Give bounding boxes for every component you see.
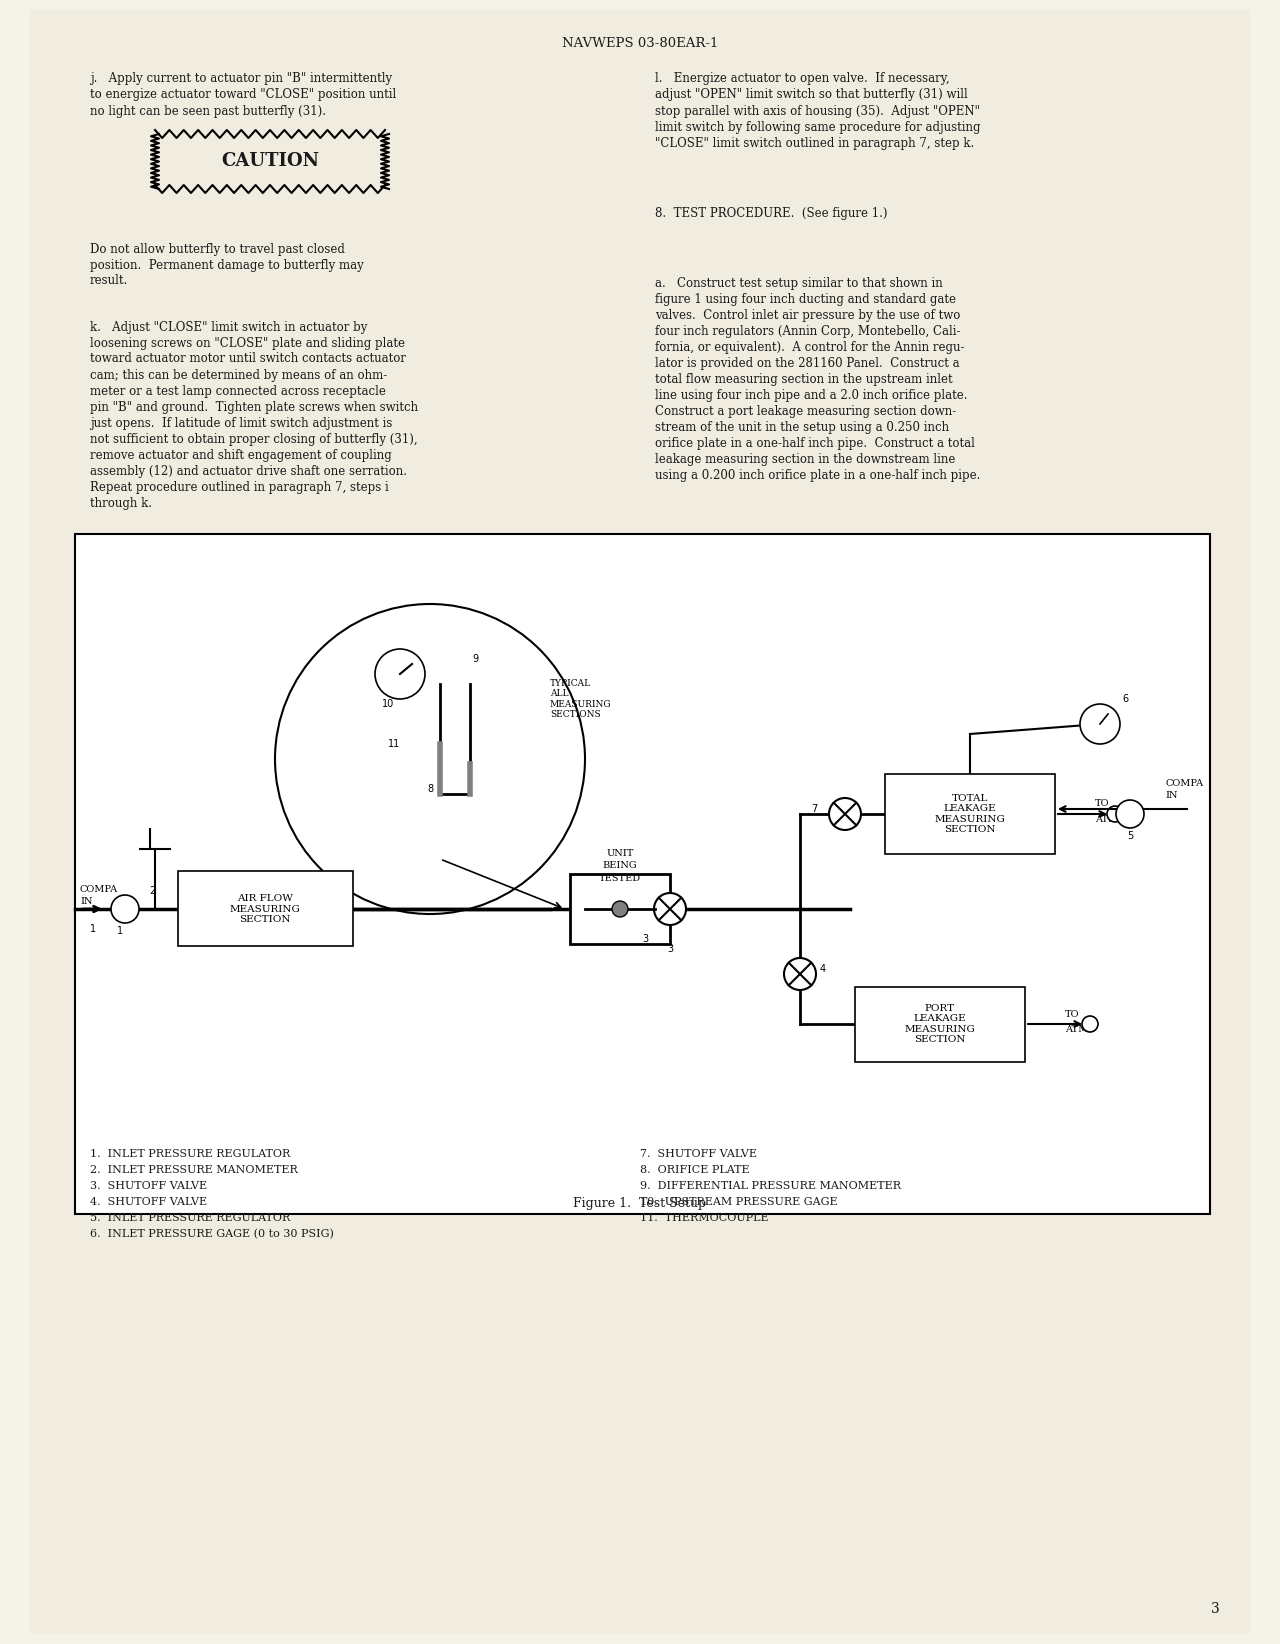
Text: IN: IN — [1165, 791, 1178, 801]
Text: fornia, or equivalent).  A control for the Annin regu-: fornia, or equivalent). A control for th… — [655, 342, 965, 355]
Text: using a 0.200 inch orifice plate in a one-half inch pipe.: using a 0.200 inch orifice plate in a on… — [655, 470, 980, 482]
Text: toward actuator motor until switch contacts actuator: toward actuator motor until switch conta… — [90, 352, 406, 365]
Text: TOTAL
LEAKAGE
MEASURING
SECTION: TOTAL LEAKAGE MEASURING SECTION — [934, 794, 1005, 834]
Text: just opens.  If latitude of limit switch adjustment is: just opens. If latitude of limit switch … — [90, 416, 393, 429]
Text: 4.  SHUTOFF VALVE: 4. SHUTOFF VALVE — [90, 1197, 207, 1207]
Bar — [76, 534, 1210, 1213]
Text: loosening screws on "CLOSE" plate and sliding plate: loosening screws on "CLOSE" plate and sl… — [90, 337, 404, 350]
Text: 9: 9 — [472, 654, 479, 664]
Text: TO: TO — [1094, 799, 1110, 809]
Text: 1.  INLET PRESSURE REGULATOR: 1. INLET PRESSURE REGULATOR — [90, 1149, 291, 1159]
Text: j.   Apply current to actuator pin "B" intermittently: j. Apply current to actuator pin "B" int… — [90, 72, 392, 85]
Text: 6.  INLET PRESSURE GAGE (0 to 30 PSIG): 6. INLET PRESSURE GAGE (0 to 30 PSIG) — [90, 1228, 334, 1240]
Text: UNIT: UNIT — [607, 850, 634, 858]
Text: valves.  Control inlet air pressure by the use of two: valves. Control inlet air pressure by th… — [655, 309, 960, 322]
Text: line using four inch pipe and a 2.0 inch orifice plate.: line using four inch pipe and a 2.0 inch… — [655, 390, 968, 403]
Text: 3: 3 — [643, 934, 648, 944]
Text: TESTED: TESTED — [599, 873, 641, 883]
Text: figure 1 using four inch ducting and standard gate: figure 1 using four inch ducting and sta… — [655, 294, 956, 306]
Text: limit switch by following same procedure for adjusting: limit switch by following same procedure… — [655, 120, 980, 133]
Text: stream of the unit in the setup using a 0.250 inch: stream of the unit in the setup using a … — [655, 421, 950, 434]
Text: BEING: BEING — [603, 861, 637, 871]
Text: 10.  UPSTREAM PRESSURE GAGE: 10. UPSTREAM PRESSURE GAGE — [640, 1197, 837, 1207]
Text: stop parallel with axis of housing (35).  Adjust "OPEN": stop parallel with axis of housing (35).… — [655, 105, 980, 117]
Text: 8.  ORIFICE PLATE: 8. ORIFICE PLATE — [640, 1166, 750, 1175]
Text: 5: 5 — [1126, 830, 1133, 842]
Text: AIR FLOW
MEASURING
SECTION: AIR FLOW MEASURING SECTION — [229, 894, 301, 924]
FancyBboxPatch shape — [29, 10, 1251, 1634]
Text: TYPICAL
ALL
MEASURING
SECTIONS: TYPICAL ALL MEASURING SECTIONS — [550, 679, 612, 718]
Text: not sufficient to obtain proper closing of butterfly (31),: not sufficient to obtain proper closing … — [90, 432, 417, 446]
Bar — [178, 871, 352, 947]
Text: to energize actuator toward "CLOSE" position until: to energize actuator toward "CLOSE" posi… — [90, 89, 397, 102]
Text: through k.: through k. — [90, 496, 152, 510]
Circle shape — [654, 893, 686, 926]
Text: 6: 6 — [1123, 694, 1128, 704]
Text: 7.  SHUTOFF VALVE: 7. SHUTOFF VALVE — [640, 1149, 756, 1159]
Text: adjust "OPEN" limit switch so that butterfly (31) will: adjust "OPEN" limit switch so that butte… — [655, 89, 968, 102]
Text: 11: 11 — [388, 740, 399, 750]
Circle shape — [1107, 806, 1123, 822]
Text: result.: result. — [90, 275, 128, 288]
Text: orifice plate in a one-half inch pipe.  Construct a total: orifice plate in a one-half inch pipe. C… — [655, 437, 975, 450]
Text: NAVWEPS 03-80EAR-1: NAVWEPS 03-80EAR-1 — [562, 38, 718, 51]
Text: ATM: ATM — [1094, 814, 1119, 824]
Circle shape — [375, 649, 425, 699]
Text: 3: 3 — [667, 944, 673, 954]
Text: Repeat procedure outlined in paragraph 7, steps i: Repeat procedure outlined in paragraph 7… — [90, 480, 389, 493]
Text: leakage measuring section in the downstream line: leakage measuring section in the downstr… — [655, 454, 955, 467]
Text: no light can be seen past butterfly (31).: no light can be seen past butterfly (31)… — [90, 105, 326, 117]
Text: meter or a test lamp connected across receptacle: meter or a test lamp connected across re… — [90, 385, 385, 398]
Text: CAUTION: CAUTION — [221, 153, 319, 171]
Text: Do not allow butterfly to travel past closed: Do not allow butterfly to travel past cl… — [90, 243, 344, 255]
Text: 7: 7 — [810, 804, 817, 814]
Text: Construct a port leakage measuring section down-: Construct a port leakage measuring secti… — [655, 406, 956, 419]
Text: 4: 4 — [820, 963, 826, 973]
Text: four inch regulators (Annin Corp, Montebello, Cali-: four inch regulators (Annin Corp, Monteb… — [655, 326, 960, 339]
Text: 10: 10 — [381, 699, 394, 709]
Text: a.   Construct test setup similar to that shown in: a. Construct test setup similar to that … — [655, 278, 943, 291]
Text: 3: 3 — [1211, 1601, 1220, 1616]
Circle shape — [1082, 1016, 1098, 1032]
Text: l.   Energize actuator to open valve.  If necessary,: l. Energize actuator to open valve. If n… — [655, 72, 950, 85]
Text: k.   Adjust "CLOSE" limit switch in actuator by: k. Adjust "CLOSE" limit switch in actuat… — [90, 321, 367, 334]
Circle shape — [829, 797, 861, 830]
Text: 11.  THERMOCOUPLE: 11. THERMOCOUPLE — [640, 1213, 768, 1223]
Text: 1: 1 — [116, 926, 123, 935]
Text: IN: IN — [79, 896, 92, 906]
Text: assembly (12) and actuator drive shaft one serration.: assembly (12) and actuator drive shaft o… — [90, 465, 407, 477]
Bar — [570, 875, 669, 944]
Circle shape — [1116, 801, 1144, 829]
Text: 1: 1 — [90, 924, 96, 934]
Text: 3.  SHUTOFF VALVE: 3. SHUTOFF VALVE — [90, 1180, 207, 1190]
Circle shape — [612, 901, 628, 917]
Text: "CLOSE" limit switch outlined in paragraph 7, step k.: "CLOSE" limit switch outlined in paragra… — [655, 136, 974, 150]
Text: ATM: ATM — [1065, 1024, 1088, 1034]
Text: 2.  INLET PRESSURE MANOMETER: 2. INLET PRESSURE MANOMETER — [90, 1166, 298, 1175]
Bar — [855, 986, 1025, 1062]
Text: COMPA: COMPA — [79, 884, 118, 893]
Circle shape — [111, 894, 140, 922]
Text: COMPA: COMPA — [1165, 779, 1203, 789]
Text: TO: TO — [1065, 1009, 1079, 1019]
Text: total flow measuring section in the upstream inlet: total flow measuring section in the upst… — [655, 373, 952, 386]
Text: position.  Permanent damage to butterfly may: position. Permanent damage to butterfly … — [90, 258, 364, 271]
Text: remove actuator and shift engagement of coupling: remove actuator and shift engagement of … — [90, 449, 392, 462]
Text: 9.  DIFFERENTIAL PRESSURE MANOMETER: 9. DIFFERENTIAL PRESSURE MANOMETER — [640, 1180, 901, 1190]
Text: PORT
LEAKAGE
MEASURING
SECTION: PORT LEAKAGE MEASURING SECTION — [905, 1004, 975, 1044]
Text: 5.  INLET PRESSURE REGULATOR: 5. INLET PRESSURE REGULATOR — [90, 1213, 291, 1223]
Text: Figure 1.  Test Setup: Figure 1. Test Setup — [573, 1197, 707, 1210]
Bar — [884, 774, 1055, 853]
Text: 8: 8 — [428, 784, 433, 794]
Text: 2: 2 — [148, 886, 155, 896]
Circle shape — [783, 958, 817, 990]
Circle shape — [1080, 704, 1120, 745]
Text: lator is provided on the 281160 Panel.  Construct a: lator is provided on the 281160 Panel. C… — [655, 357, 960, 370]
Text: cam; this can be determined by means of an ohm-: cam; this can be determined by means of … — [90, 368, 388, 381]
Circle shape — [275, 603, 585, 914]
Text: pin "B" and ground.  Tighten plate screws when switch: pin "B" and ground. Tighten plate screws… — [90, 401, 419, 414]
Text: 8.  TEST PROCEDURE.  (See figure 1.): 8. TEST PROCEDURE. (See figure 1.) — [655, 207, 887, 220]
